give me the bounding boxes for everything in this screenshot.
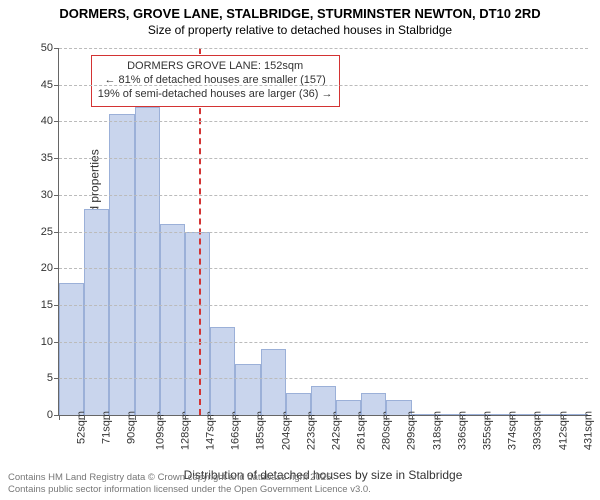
ytick-label: 25 [41, 226, 53, 238]
ytick-label: 15 [41, 299, 53, 311]
xtick-mark [563, 415, 564, 420]
gridline [59, 305, 588, 306]
ytick-label: 40 [41, 115, 53, 127]
plot-region: 52sqm71sqm90sqm109sqm128sqm147sqm166sqm1… [58, 48, 588, 416]
xtick-mark [462, 415, 463, 420]
ytick-mark [54, 342, 59, 343]
gridline [59, 268, 588, 269]
xtick-mark [412, 415, 413, 420]
ytick-label: 5 [47, 372, 53, 384]
xtick-label: 52sqm [76, 411, 88, 444]
xtick-mark [487, 415, 488, 420]
xtick-mark [286, 415, 287, 420]
xtick-mark [135, 415, 136, 420]
ytick-label: 20 [41, 262, 53, 274]
xtick-mark [311, 415, 312, 420]
ytick-mark [54, 378, 59, 379]
ytick-mark [54, 121, 59, 122]
bar [109, 114, 134, 415]
bar [84, 209, 109, 415]
xtick-mark [109, 415, 110, 420]
bar [185, 232, 210, 416]
ytick-label: 10 [41, 336, 53, 348]
xtick-mark [437, 415, 438, 420]
xtick-mark [235, 415, 236, 420]
xtick-mark [512, 415, 513, 420]
chart-title: DORMERS, GROVE LANE, STALBRIDGE, STURMIN… [0, 0, 600, 21]
chart-area: Number of detached properties 52sqm71sqm… [58, 48, 588, 416]
ytick-mark [54, 232, 59, 233]
ytick-label: 50 [41, 42, 53, 54]
xtick-mark [336, 415, 337, 420]
footer-line-1: Contains HM Land Registry data © Crown c… [8, 472, 371, 484]
ytick-label: 0 [47, 409, 53, 421]
ytick-mark [54, 85, 59, 86]
xtick-mark [538, 415, 539, 420]
gridline [59, 378, 588, 379]
gridline [59, 121, 588, 122]
xtick-mark [84, 415, 85, 420]
ytick-label: 30 [41, 189, 53, 201]
xtick-mark [386, 415, 387, 420]
footer-attribution: Contains HM Land Registry data © Crown c… [8, 472, 371, 496]
annotation-line: 19% of semi-detached houses are larger (… [98, 88, 333, 102]
gridline [59, 85, 588, 86]
annotation-line: ← 81% of detached houses are smaller (15… [98, 74, 333, 88]
ytick-mark [54, 415, 59, 416]
gridline [59, 342, 588, 343]
ytick-mark [54, 268, 59, 269]
gridline [59, 232, 588, 233]
ytick-label: 45 [41, 79, 53, 91]
bar [210, 327, 235, 415]
ytick-label: 35 [41, 152, 53, 164]
ytick-mark [54, 48, 59, 49]
bar [261, 349, 286, 415]
xtick-mark [59, 415, 60, 420]
xtick-label: 90sqm [126, 411, 138, 444]
xtick-mark [210, 415, 211, 420]
footer-line-2: Contains public sector information licen… [8, 484, 371, 496]
ytick-mark [54, 305, 59, 306]
ytick-mark [54, 158, 59, 159]
annotation-box: DORMERS GROVE LANE: 152sqm← 81% of detac… [91, 55, 340, 106]
xtick-mark [160, 415, 161, 420]
gridline [59, 48, 588, 49]
xtick-mark [261, 415, 262, 420]
bar [235, 364, 260, 415]
gridline [59, 158, 588, 159]
xtick-label: 431sqm [582, 411, 594, 450]
bar [135, 107, 160, 415]
bar [160, 224, 185, 415]
chart-subtitle: Size of property relative to detached ho… [0, 21, 600, 37]
bar [59, 283, 84, 415]
xtick-mark [185, 415, 186, 420]
annotation-line: DORMERS GROVE LANE: 152sqm [98, 60, 333, 74]
ytick-mark [54, 195, 59, 196]
gridline [59, 195, 588, 196]
xtick-label: 71sqm [101, 411, 113, 444]
xtick-mark [361, 415, 362, 420]
